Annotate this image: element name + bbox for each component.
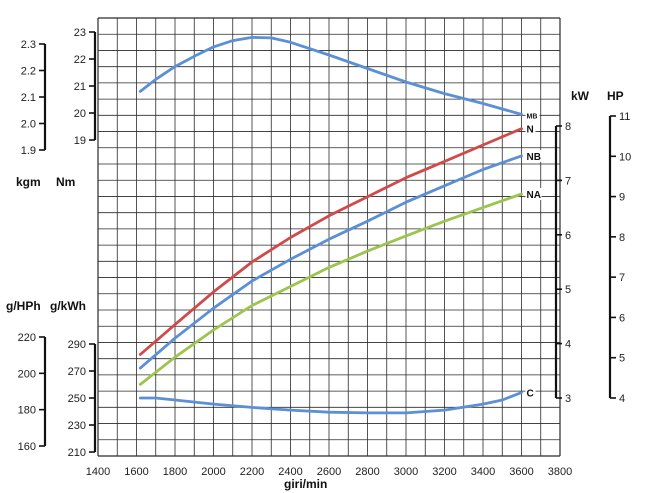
y-tick-label-torque_nm: 19 — [74, 135, 86, 147]
y-tick-label-torque_nm: 20 — [74, 108, 86, 120]
grid — [97, 17, 561, 457]
y-tick-label-torque_nm: 22 — [74, 54, 86, 66]
x-tick-label: 1400 — [86, 466, 110, 478]
y-tick-label-torque_kgm: 2.3 — [21, 39, 36, 51]
y-tick-label-consumption_ghph: 160 — [18, 441, 36, 453]
x-axis-label: giri/min — [284, 477, 327, 491]
series-label-n: N — [527, 125, 534, 136]
series-label-mb: MB — [527, 113, 538, 120]
x-tick-label: 3800 — [548, 466, 572, 478]
x-tick-label: 2000 — [201, 466, 225, 478]
y-tick-label-power_hp: 6 — [619, 312, 625, 324]
y-tick-label-power_hp: 11 — [619, 111, 630, 123]
x-tick-label: 2200 — [240, 466, 264, 478]
y-tick-label-power_kw: 4 — [565, 339, 571, 351]
y-tick-label-power_hp: 10 — [619, 151, 631, 163]
curves: MB N NB NA C — [138, 36, 542, 415]
y-tick-label-consumption_ghph: 200 — [18, 368, 36, 380]
units: kgm Nm g/HPh g/kWh kW HP giri/min — [6, 89, 624, 491]
y-tick-label-consumption_ghph: 220 — [18, 332, 36, 344]
unit-hp: HP — [607, 89, 624, 103]
y-tick-label-power_hp: 4 — [619, 393, 625, 405]
x-tick-label: 2800 — [355, 466, 379, 478]
series-label-bg — [525, 122, 536, 135]
series-line-na — [138, 192, 523, 386]
y-tick-label-torque_kgm: 2.1 — [21, 92, 36, 104]
y-tick-label-power_kw: 6 — [565, 230, 571, 242]
series-label-bg — [525, 386, 536, 399]
series-label-bg — [525, 149, 542, 162]
series-label-nb: NB — [527, 152, 541, 163]
unit-gkwh: g/kWh — [50, 299, 86, 313]
series-label-c: C — [527, 389, 534, 400]
y-tick-label-torque_kgm: 2.0 — [21, 119, 36, 131]
y-tick-label-power_hp: 7 — [619, 272, 625, 284]
unit-kw: kW — [571, 89, 590, 103]
y-tick-label-consumption_gkwh: 210 — [68, 447, 86, 459]
y-tick-label-power_hp: 8 — [619, 232, 625, 244]
series-line-mb — [138, 36, 523, 116]
y-tick-label-torque_nm: 23 — [74, 27, 86, 39]
unit-ghph: g/HPh — [6, 299, 41, 313]
y-tick-label-consumption_gkwh: 290 — [68, 339, 86, 351]
unit-kgm: kgm — [16, 175, 41, 189]
y-tick-label-power_kw: 7 — [565, 175, 571, 187]
x-tick-label: 3000 — [394, 466, 418, 478]
y-tick-label-power_hp: 5 — [619, 353, 625, 365]
x-tick-label: 3400 — [471, 466, 495, 478]
y-tick-label-torque_kgm: 2.2 — [21, 66, 36, 78]
series-line-c — [138, 391, 523, 415]
x-tick-label: 1800 — [163, 466, 187, 478]
y-tick-label-torque_kgm: 1.9 — [21, 145, 36, 157]
x-tick-label: 1600 — [124, 466, 148, 478]
y-tick-label-power_kw: 3 — [565, 393, 571, 405]
unit-nm: Nm — [56, 175, 75, 189]
series-line-nb — [138, 154, 523, 370]
x-tick-label: 3200 — [432, 466, 456, 478]
x-tick-label: 2600 — [317, 466, 341, 478]
y-tick-label-power_kw: 5 — [565, 284, 571, 296]
y-tick-label-power_hp: 9 — [619, 192, 625, 204]
y-tick-label-consumption_gkwh: 230 — [68, 420, 86, 432]
y-tick-label-consumption_gkwh: 270 — [68, 366, 86, 378]
y-tick-label-power_kw: 8 — [565, 121, 571, 133]
y-tick-label-torque_nm: 21 — [74, 81, 86, 93]
ticks: 1400 1600 1800 2000 2200 2400 2600 2800 3000 3200… — [18, 27, 632, 478]
series-line-n — [138, 127, 523, 356]
y-tick-label-consumption_gkwh: 250 — [68, 393, 86, 405]
series-label-na: NA — [527, 190, 541, 201]
series-label-bg — [525, 108, 540, 121]
y-tick-label-consumption_ghph: 180 — [18, 405, 36, 417]
series-label-bg — [525, 188, 542, 200]
x-tick-label: 2400 — [278, 466, 302, 478]
x-tick-label: 3600 — [509, 466, 533, 478]
